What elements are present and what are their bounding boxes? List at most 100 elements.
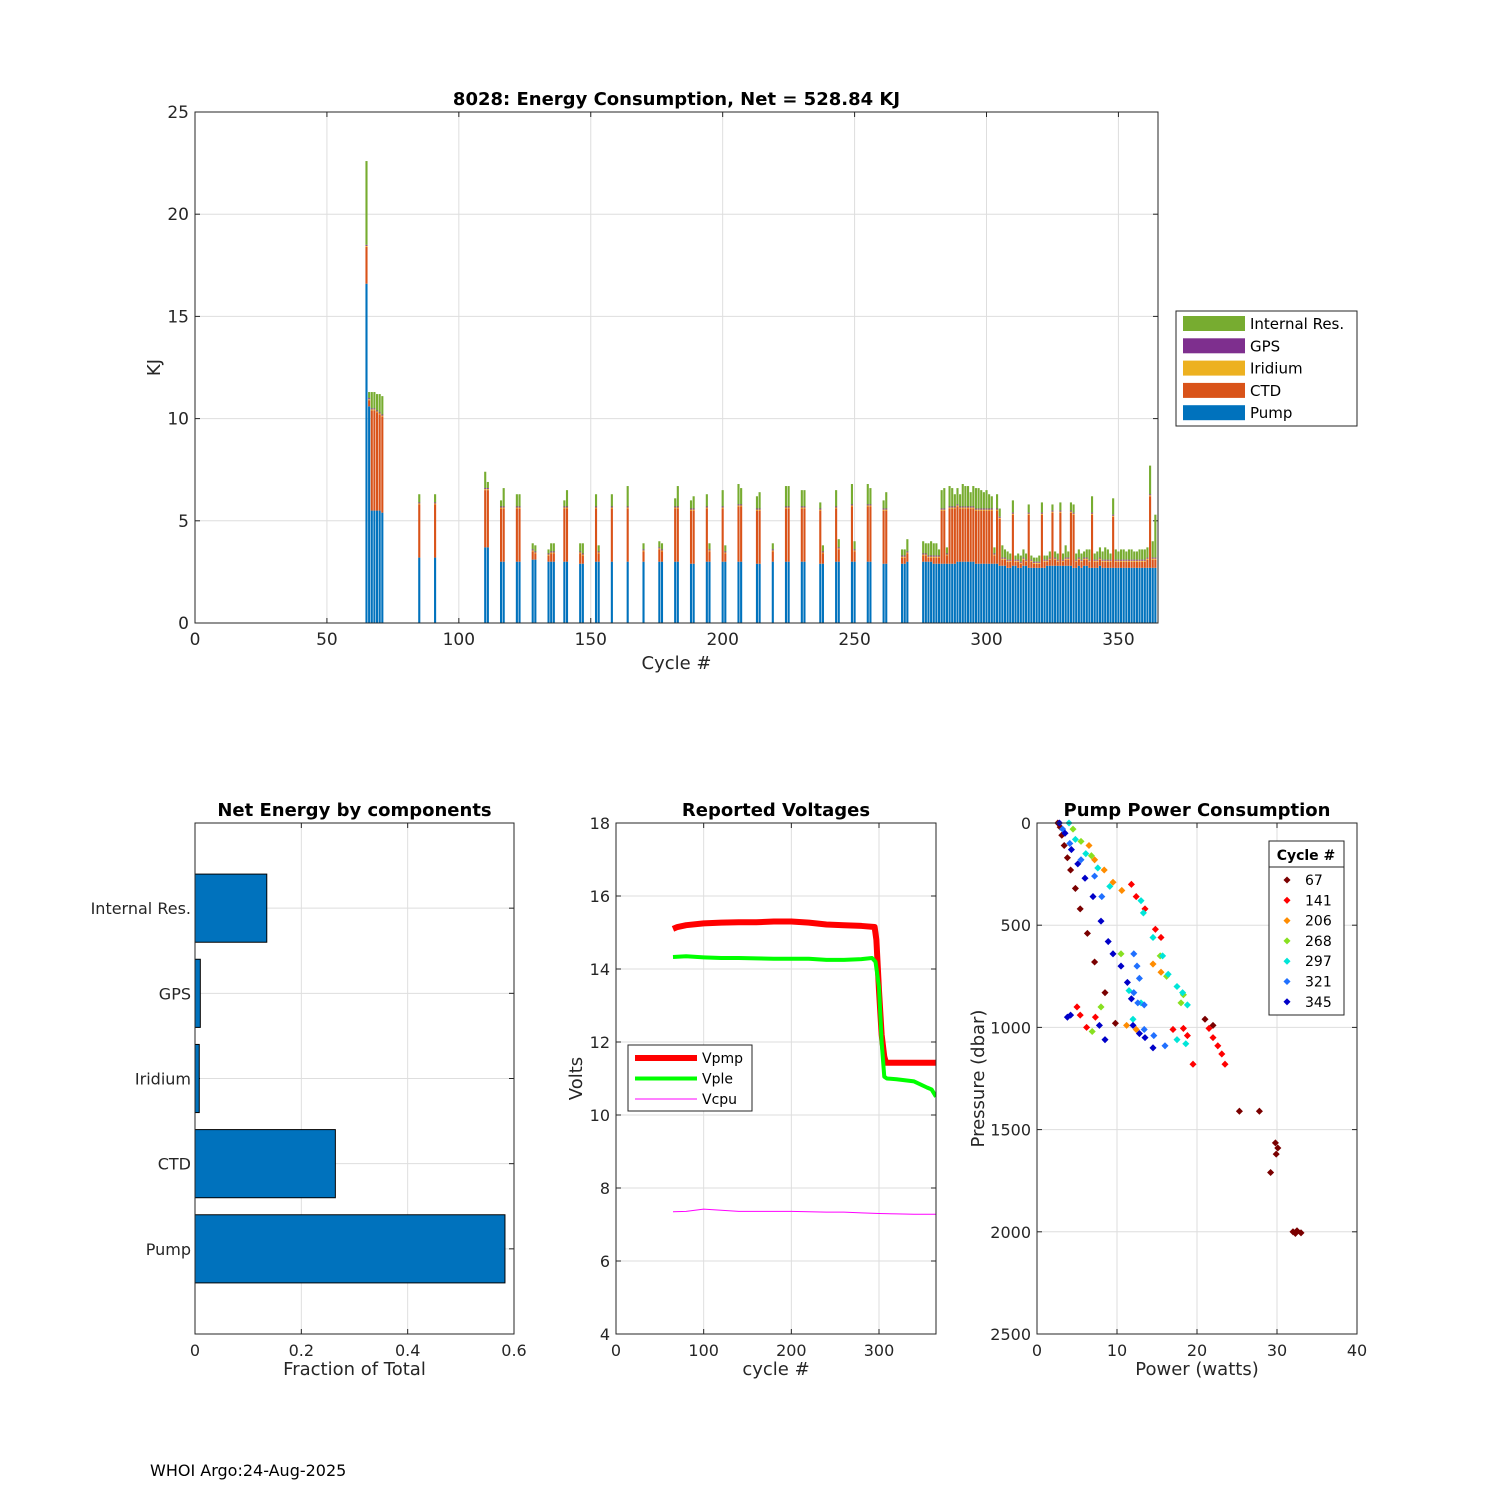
iridium-segment [988,509,991,511]
ctd-segment [531,551,534,560]
pump-segment [552,561,555,623]
internal-res-segment [1133,551,1136,560]
internal-res-segment [1009,553,1012,560]
gps-segment [948,506,951,508]
category-label: GPS [159,984,191,1003]
iridium-segment [565,507,569,509]
internal-res-segment [1056,553,1059,560]
iridium-segment [885,509,888,511]
pump-segment [961,561,964,623]
iridium-segment [972,507,975,509]
iridium-segment [1064,558,1067,560]
gps-segment [935,555,938,557]
pump-segment [922,561,925,623]
gps-segment [980,508,983,510]
internal-res-segment [1051,504,1054,511]
iridium-segment [1059,511,1062,513]
iridium-segment [378,413,381,415]
legend-label: Pump [1250,404,1292,422]
ctd-segment [1096,561,1099,568]
iridium-segment [1080,560,1083,562]
ctd-segment [953,508,956,564]
iridium-segment [977,509,980,511]
pump-segment [1069,565,1072,623]
iridium-segment [961,507,964,509]
x-tick-label: 250 [838,630,870,650]
gps-segment [368,398,371,400]
internal-res-segment [1090,496,1094,513]
gps-segment [563,506,566,508]
pump-segment [850,561,854,623]
internal-res-segment [1046,555,1049,560]
ctd-segment [375,412,379,511]
gps-segment [990,508,993,510]
gps-segment [658,547,661,549]
category-label: Iridium [135,1070,191,1089]
gps-segment [961,506,964,508]
internal-res-segment [1048,551,1051,558]
ctd-segment [903,557,906,564]
legend-swatch [1183,382,1245,398]
iridium-segment [943,509,946,511]
gps-segment [964,506,967,508]
gps-segment [1125,559,1128,561]
iridium-segment [1104,560,1107,562]
ctd-segment [972,508,975,562]
iridium-segment [803,507,806,509]
iridium-segment [800,507,803,509]
iridium-segment [721,507,724,509]
ctd-segment [597,553,600,562]
ctd-segment [552,553,555,562]
iridium-segment [1017,560,1020,562]
ctd-segment [737,506,740,562]
legend-label: 321 [1305,975,1332,991]
internal-res-segment [1072,504,1075,513]
pump-segment [1125,567,1128,623]
pump-segment [381,512,384,623]
ctd-segment [434,504,437,558]
gps-segment [1017,559,1020,561]
gps-segment [626,506,629,508]
internal-res-segment [1146,547,1149,558]
x-axis-label: Cycle # [642,653,712,674]
y-tick-label: 10 [590,1106,610,1125]
internal-res-segment [906,539,909,552]
internal-res-segment [1125,551,1128,560]
internal-res-segment [610,494,613,507]
category-label: CTD [158,1155,191,1174]
gps-segment [486,488,489,490]
ctd-segment [985,510,988,564]
pump-segment [866,561,869,623]
gps-segment [1120,559,1123,561]
gps-segment [502,506,505,508]
internal-res-segment [1143,549,1146,560]
pump-segment [534,559,537,623]
ctd-segment [800,508,803,562]
legend-label: Vpmp [702,1051,743,1067]
internal-res-segment [418,494,421,503]
internal-res-segment [1093,553,1096,560]
gps-segment [418,502,421,504]
iridium-segment [882,509,885,511]
ctd-segment [982,510,985,564]
internal-res-segment [518,494,521,507]
ctd-segment [1146,559,1149,568]
pump-segment [927,561,930,623]
pump-segment [1133,567,1136,623]
reported-voltages-chart: 0 100 200 300 4 6 8 10 12 14 16 18 Vpmp Vple Vcpu Repor… [566,800,937,1380]
iridium-segment [1154,558,1157,560]
chart-title: Pump Power Consumption [1064,800,1331,821]
ctd-segment [866,506,869,562]
gps-segment [837,547,840,549]
gps-segment [1112,514,1115,516]
iridium-segment [1138,560,1141,562]
internal-res-segment [803,490,806,507]
iridium-segment [552,552,555,554]
legend-label: Vple [702,1072,733,1088]
internal-res-segment [1098,547,1102,558]
iridium-segment [755,509,759,511]
iridium-segment [1146,558,1149,560]
legend-label: GPS [1250,337,1280,355]
internal-res-segment [1014,555,1017,560]
internal-res-segment [924,543,927,554]
